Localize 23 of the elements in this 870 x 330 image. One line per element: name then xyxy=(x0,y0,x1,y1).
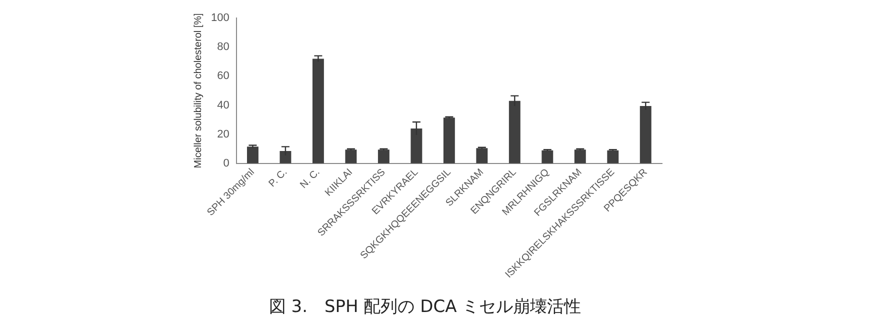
y-axis-title: Miceller solubility of cholesterol [%] xyxy=(192,12,204,168)
bar xyxy=(574,150,586,164)
bar xyxy=(607,150,619,164)
x-tick-label: N. C. xyxy=(298,166,322,191)
x-tick-label: P. C. xyxy=(266,166,290,190)
bar xyxy=(280,151,292,164)
y-tick-label: 80 xyxy=(217,41,230,54)
bar xyxy=(345,150,357,164)
bar xyxy=(443,118,455,164)
bar xyxy=(312,58,324,164)
bar xyxy=(508,100,520,164)
y-tick-label: 60 xyxy=(217,70,230,82)
bar xyxy=(542,150,554,164)
bar xyxy=(640,106,652,164)
y-tick-label: 0 xyxy=(223,157,230,170)
bar xyxy=(410,128,422,164)
text: 図 3. SPH 配列の DCA ミセル崩壊活性 xyxy=(268,297,582,318)
y-tick-label: 20 xyxy=(217,128,230,140)
bar xyxy=(246,146,258,164)
bar xyxy=(476,148,488,164)
bar xyxy=(378,150,390,164)
y-tick-label: 40 xyxy=(217,99,230,112)
y-tick-label: 100 xyxy=(210,12,230,24)
